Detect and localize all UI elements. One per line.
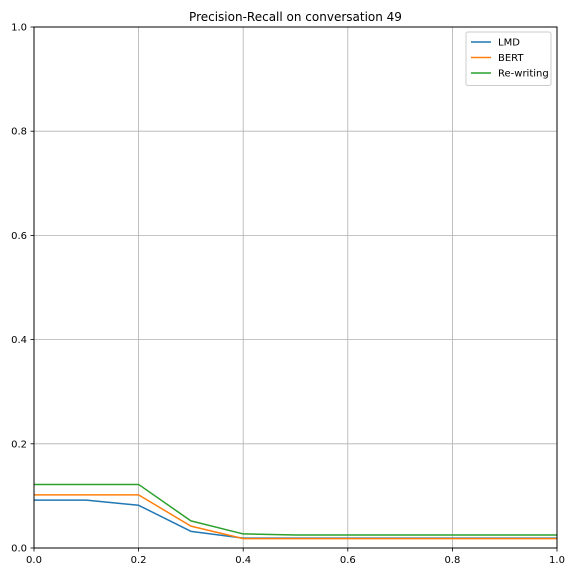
x-tick-label: 0.0 [26,555,42,566]
axis-ticks: 0.0 0.2 0.4 0.6 0.8 1.0 0.0 0.2 0.4 0.6 0.8 1.0 [11,23,565,567]
y-tick-label: 0.2 [11,439,27,450]
chart-title: Precision-Recall on conversation 49 [189,10,402,24]
y-tick-label: 1.0 [11,23,27,34]
x-tick-label: 1.0 [549,555,565,566]
y-tick-label: 0.6 [11,231,27,242]
y-tick-label: 0.4 [11,335,27,346]
plot-area-frame [33,26,558,549]
y-tick-label: 0.8 [11,127,27,138]
x-tick-label: 0.2 [131,555,147,566]
legend-label: Re-writing [498,69,549,80]
legend-label: LMD [498,38,520,49]
legend: LMD BERT Re-writing [465,31,552,86]
series-line-re-writing [34,483,557,536]
legend-label: BERT [498,53,524,64]
legend-box [465,31,552,86]
series-lines [34,483,557,540]
x-tick-label: 0.6 [340,555,356,566]
series-line-bert [34,494,557,540]
x-tick-label: 0.8 [444,555,460,566]
x-tick-label: 0.4 [235,555,251,566]
y-tick-label: 0.0 [11,544,27,555]
